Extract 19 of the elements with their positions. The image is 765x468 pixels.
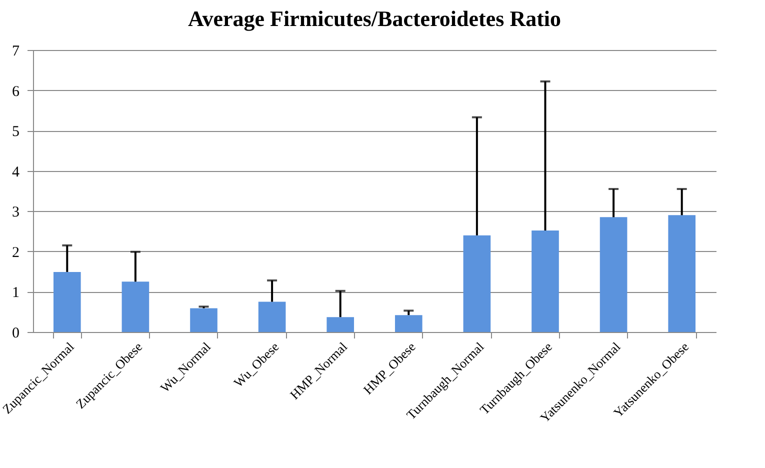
y-tick-label: 6: [12, 84, 20, 100]
y-tick-label: 5: [12, 124, 20, 140]
bar: [463, 235, 491, 332]
bar: [122, 282, 150, 332]
y-tick-label: 1: [12, 285, 20, 302]
chart-title: Average Firmicutes/Bacteroidetes Ratio: [188, 6, 562, 31]
y-tick-label: 2: [12, 244, 20, 261]
bar: [394, 315, 422, 332]
bar: [53, 272, 81, 332]
bar: [532, 230, 559, 332]
y-tick-label: 3: [12, 204, 20, 221]
y-tick-label: 0: [12, 326, 20, 342]
bar: [190, 308, 218, 332]
y-tick-label: 4: [12, 164, 20, 180]
y-tick-label: 7: [12, 44, 20, 60]
bar: [668, 215, 696, 332]
bar: [326, 317, 354, 332]
bar: [258, 302, 286, 332]
bar: [600, 217, 628, 332]
